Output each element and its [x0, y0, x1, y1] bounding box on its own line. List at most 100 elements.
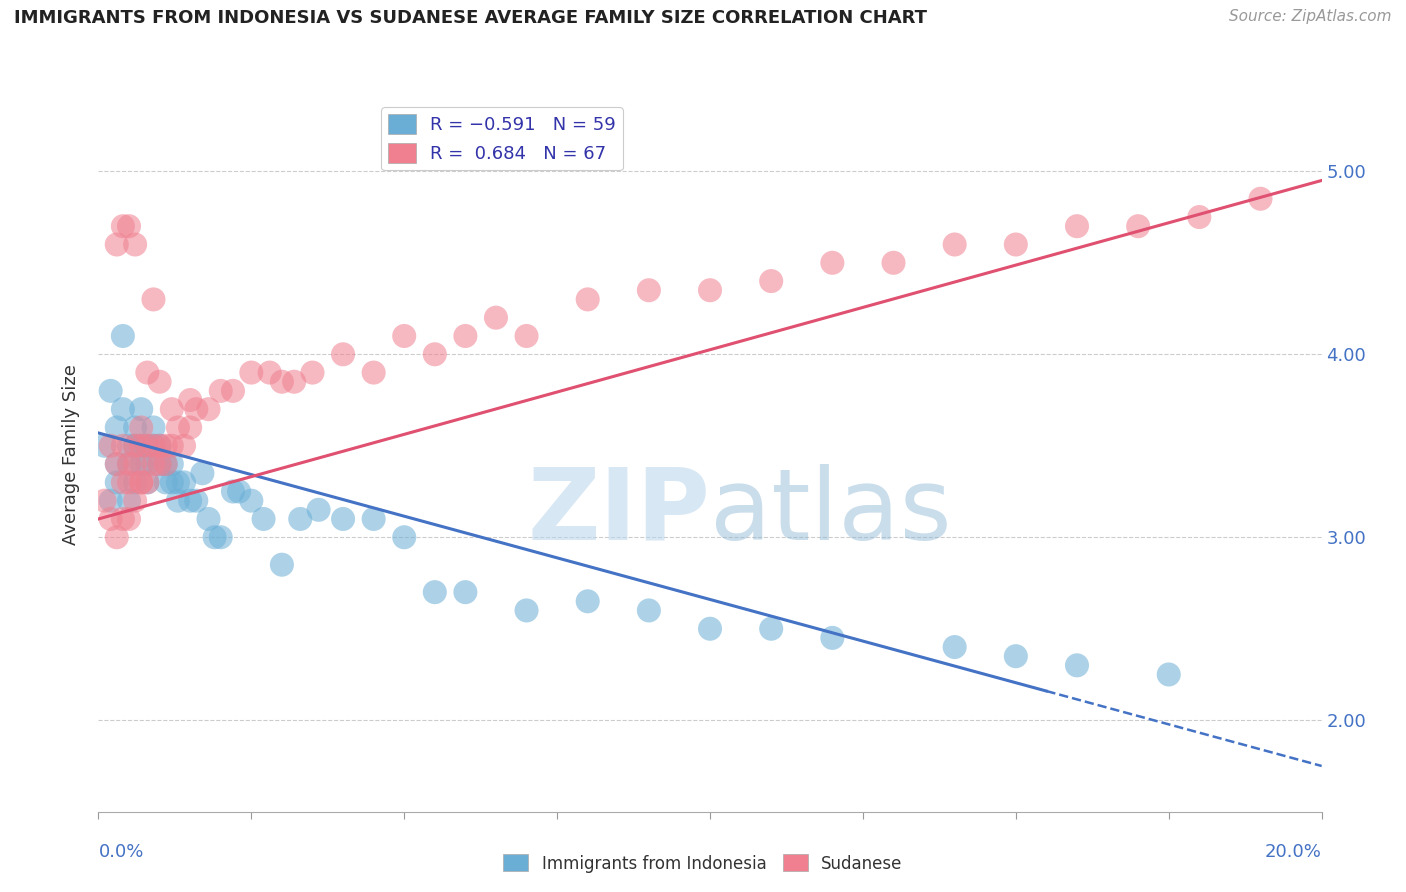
Point	[142, 293, 165, 307]
Point	[124, 420, 146, 434]
Point	[155, 439, 177, 453]
Point	[637, 603, 661, 617]
Legend: R = −0.591   N = 59, R =  0.684   N = 67: R = −0.591 N = 59, R = 0.684 N = 67	[381, 107, 623, 170]
Point	[270, 375, 292, 389]
Point	[124, 457, 146, 471]
Point	[821, 256, 844, 270]
Point	[124, 493, 146, 508]
Point	[883, 256, 905, 270]
Point	[283, 375, 305, 389]
Point	[423, 347, 446, 361]
Point	[1004, 649, 1026, 664]
Point	[204, 530, 226, 544]
Point	[1004, 237, 1026, 252]
Point	[167, 420, 190, 434]
Point	[105, 475, 128, 490]
Point	[943, 237, 966, 252]
Point	[759, 622, 782, 636]
Point	[191, 467, 214, 481]
Point	[332, 347, 354, 361]
Text: ZIP: ZIP	[527, 464, 710, 560]
Point	[308, 503, 330, 517]
Point	[124, 439, 146, 453]
Point	[1188, 210, 1211, 224]
Point	[129, 457, 152, 471]
Point	[179, 420, 201, 434]
Point	[222, 384, 245, 398]
Point	[173, 475, 195, 490]
Point	[167, 493, 190, 508]
Point	[637, 283, 661, 297]
Point	[93, 439, 115, 453]
Point	[142, 439, 165, 453]
Point	[270, 558, 292, 572]
Point	[111, 219, 134, 234]
Point	[129, 475, 152, 490]
Point	[209, 384, 232, 398]
Point	[209, 530, 232, 544]
Point	[111, 329, 134, 343]
Point	[100, 493, 122, 508]
Point	[363, 512, 385, 526]
Point	[1157, 667, 1180, 681]
Point	[142, 457, 165, 471]
Point	[197, 512, 219, 526]
Point	[129, 475, 152, 490]
Point	[149, 457, 172, 471]
Text: 20.0%: 20.0%	[1265, 843, 1322, 861]
Point	[240, 366, 263, 380]
Point	[149, 439, 172, 453]
Point	[118, 475, 141, 490]
Point	[111, 475, 134, 490]
Point	[136, 475, 159, 490]
Point	[1128, 219, 1150, 234]
Text: 0.0%: 0.0%	[98, 843, 143, 861]
Point	[1249, 192, 1271, 206]
Point	[129, 439, 152, 453]
Point	[118, 457, 141, 471]
Point	[129, 402, 152, 417]
Point	[136, 439, 159, 453]
Point	[516, 329, 538, 343]
Point	[155, 457, 177, 471]
Point	[699, 283, 721, 297]
Point	[576, 293, 599, 307]
Point	[142, 420, 165, 434]
Point	[136, 457, 159, 471]
Point	[100, 384, 122, 398]
Point	[1066, 658, 1088, 673]
Point	[186, 493, 208, 508]
Point	[943, 640, 966, 654]
Point	[118, 493, 141, 508]
Point	[124, 439, 146, 453]
Point	[100, 439, 122, 453]
Point	[142, 439, 165, 453]
Point	[454, 329, 477, 343]
Point	[1066, 219, 1088, 234]
Point	[167, 475, 190, 490]
Point	[240, 493, 263, 508]
Point	[118, 512, 141, 526]
Point	[118, 439, 141, 453]
Point	[105, 457, 128, 471]
Point	[197, 402, 219, 417]
Point	[118, 219, 141, 234]
Point	[129, 420, 152, 434]
Point	[155, 475, 177, 490]
Point	[136, 366, 159, 380]
Point	[149, 439, 172, 453]
Text: IMMIGRANTS FROM INDONESIA VS SUDANESE AVERAGE FAMILY SIZE CORRELATION CHART: IMMIGRANTS FROM INDONESIA VS SUDANESE AV…	[14, 9, 927, 27]
Point	[179, 493, 201, 508]
Point	[454, 585, 477, 599]
Text: atlas: atlas	[710, 464, 952, 560]
Point	[160, 439, 183, 453]
Point	[699, 622, 721, 636]
Legend: Immigrants from Indonesia, Sudanese: Immigrants from Indonesia, Sudanese	[496, 847, 910, 880]
Point	[105, 237, 128, 252]
Point	[111, 439, 134, 453]
Point	[124, 237, 146, 252]
Point	[118, 457, 141, 471]
Text: Source: ZipAtlas.com: Source: ZipAtlas.com	[1229, 9, 1392, 24]
Point	[111, 512, 134, 526]
Point	[186, 402, 208, 417]
